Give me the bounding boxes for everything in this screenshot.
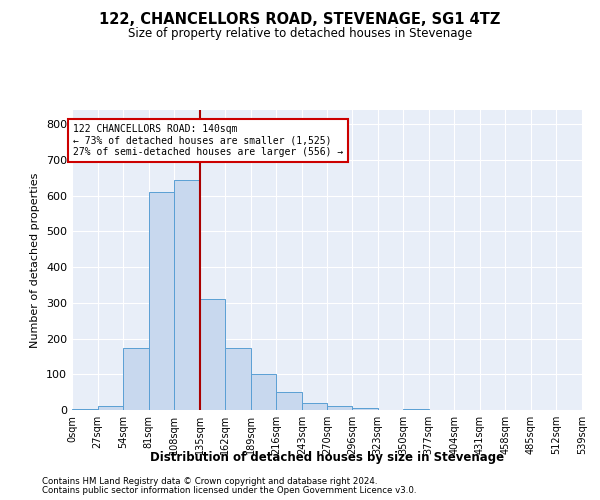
Bar: [72, 409, 98, 410]
Bar: [225, 348, 251, 410]
Bar: [251, 374, 277, 410]
Text: 122, CHANCELLORS ROAD, STEVENAGE, SG1 4TZ: 122, CHANCELLORS ROAD, STEVENAGE, SG1 4T…: [100, 12, 500, 28]
Bar: [302, 403, 328, 410]
Text: Size of property relative to detached houses in Stevenage: Size of property relative to detached ho…: [128, 28, 472, 40]
Bar: [98, 406, 123, 410]
Bar: [403, 409, 429, 410]
Bar: [277, 392, 302, 410]
Y-axis label: Number of detached properties: Number of detached properties: [31, 172, 40, 348]
Bar: [200, 300, 225, 410]
Bar: [123, 348, 149, 410]
Bar: [352, 408, 377, 410]
Text: Contains HM Land Registry data © Crown copyright and database right 2024.: Contains HM Land Registry data © Crown c…: [42, 477, 377, 486]
Text: 122 CHANCELLORS ROAD: 140sqm
← 73% of detached houses are smaller (1,525)
27% of: 122 CHANCELLORS ROAD: 140sqm ← 73% of de…: [73, 124, 343, 158]
Bar: [174, 180, 200, 410]
Text: Contains public sector information licensed under the Open Government Licence v3: Contains public sector information licen…: [42, 486, 416, 495]
Bar: [149, 192, 174, 410]
Text: Distribution of detached houses by size in Stevenage: Distribution of detached houses by size …: [150, 451, 504, 464]
Bar: [328, 406, 352, 410]
